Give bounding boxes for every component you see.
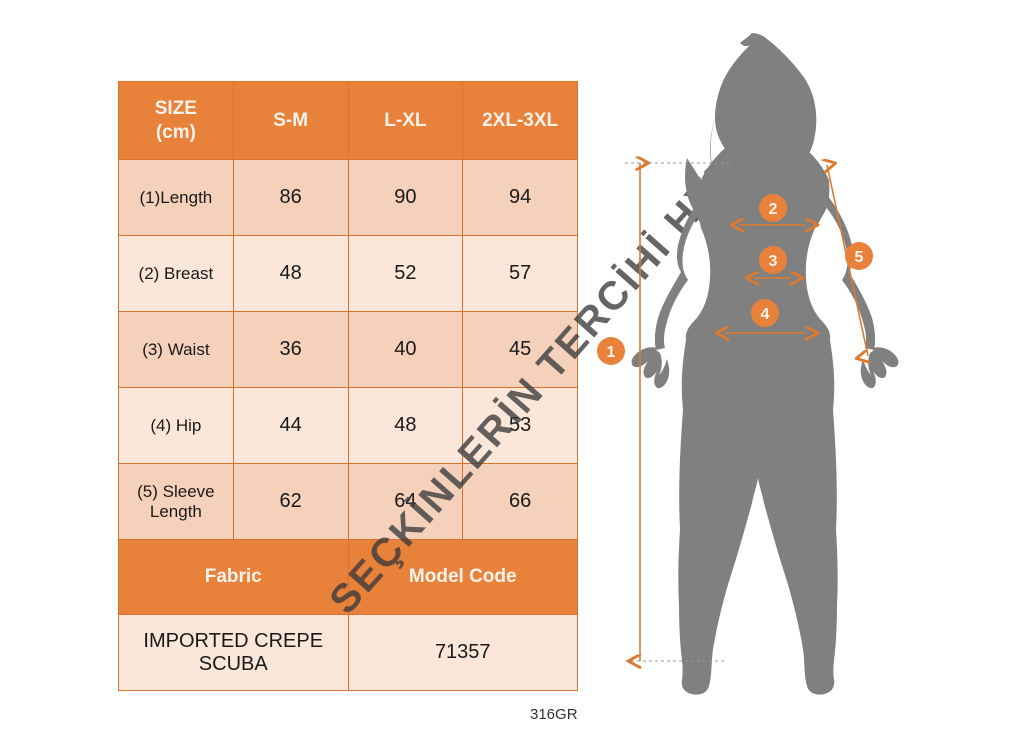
svg-text:5: 5 — [855, 249, 864, 266]
svg-text:3: 3 — [769, 253, 778, 270]
svg-text:4: 4 — [761, 306, 770, 323]
svg-text:1: 1 — [607, 344, 616, 361]
svg-text:2: 2 — [769, 201, 778, 218]
